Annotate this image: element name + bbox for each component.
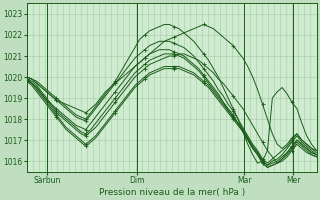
X-axis label: Pression niveau de la mer( hPa ): Pression niveau de la mer( hPa )	[99, 188, 245, 197]
